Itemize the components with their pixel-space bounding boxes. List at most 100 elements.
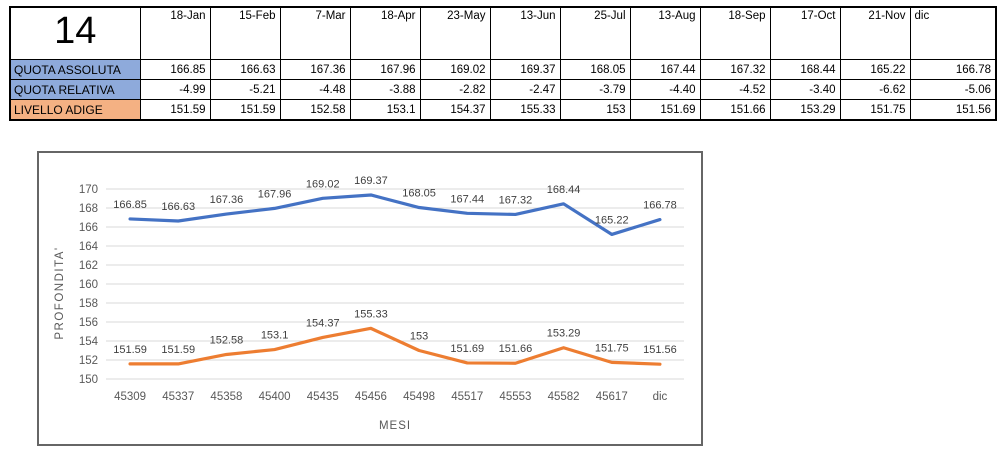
row-label[interactable]: QUOTA RELATIVA	[9, 79, 141, 100]
table-cell[interactable]: -3.40	[769, 79, 841, 100]
table-cell[interactable]: 154.37	[419, 99, 491, 121]
table-cell[interactable]: -5.06	[909, 79, 997, 100]
table-cell[interactable]: -4.52	[699, 79, 771, 100]
table-header-row: 14 18-Jan 15-Feb 7-Mar 18-Apr 23-May 13-Jun 25-…	[9, 6, 997, 60]
table-cell[interactable]: -2.82	[419, 79, 491, 100]
data-label-livello-adige: 151.59	[161, 344, 195, 356]
table-cell[interactable]: 151.56	[909, 99, 997, 121]
table-cell[interactable]: -6.62	[839, 79, 911, 100]
row-label[interactable]: QUOTA ASSOLUTA	[9, 59, 141, 80]
column-header[interactable]: 13-Aug	[629, 6, 701, 60]
table-cell[interactable]: 166.63	[209, 59, 281, 80]
table-cell[interactable]: 167.32	[699, 59, 771, 80]
table-cell[interactable]: -3.88	[349, 79, 421, 100]
column-header[interactable]: 13-Jun	[489, 6, 561, 60]
table-cell[interactable]: 151.75	[839, 99, 911, 121]
column-header[interactable]: 21-Nov	[839, 6, 911, 60]
table-cell[interactable]: -4.40	[629, 79, 701, 100]
data-label-livello-adige: 153	[410, 331, 428, 343]
chart-panel[interactable]: 150 152 154 156 158 160 162 164 166 168 170 45309 45…	[37, 151, 703, 446]
y-tick-label: 152	[79, 355, 98, 367]
table-cell[interactable]: 165.22	[839, 59, 911, 80]
column-header[interactable]: 7-Mar	[279, 6, 351, 60]
column-header[interactable]: 18-Jan	[139, 6, 211, 60]
table-cell[interactable]: 151.69	[629, 99, 701, 121]
series-line-quota-assoluta[interactable]	[128, 193, 662, 237]
data-label-livello-adige: 151.59	[113, 344, 147, 356]
table-cell[interactable]: 167.44	[629, 59, 701, 80]
row-label[interactable]: LIVELLO ADIGE	[9, 99, 141, 121]
x-tick-label: 45498	[403, 391, 435, 403]
data-label-quota-assoluta: 168.44	[547, 184, 581, 196]
table-cell[interactable]: 168.05	[559, 59, 631, 80]
data-label-quota-assoluta: 167.36	[210, 194, 244, 206]
data-label-livello-adige: 151.75	[595, 342, 629, 354]
table-cell[interactable]: -2.47	[489, 79, 561, 100]
table-cell[interactable]: 153	[559, 99, 631, 121]
table-cell[interactable]: -3.79	[559, 79, 631, 100]
table-cell[interactable]: 155.33	[489, 99, 561, 121]
table-cell[interactable]: 153.1	[349, 99, 421, 121]
column-header[interactable]: 17-Oct	[769, 6, 841, 60]
table-cell[interactable]: -4.99	[139, 79, 211, 100]
series-line-livello-adige[interactable]	[128, 326, 662, 366]
data-label-livello-adige: 151.69	[450, 343, 484, 355]
table-cell[interactable]: 166.78	[909, 59, 997, 80]
x-tick-label: 45456	[355, 391, 387, 403]
table-cell[interactable]: 166.85	[139, 59, 211, 80]
data-label-quota-assoluta: 165.22	[595, 214, 629, 226]
table-cell[interactable]: 151.59	[209, 99, 281, 121]
table-cell[interactable]: 168.44	[769, 59, 841, 80]
data-label-quota-assoluta: 169.02	[306, 178, 340, 190]
x-tick-label: 45309	[114, 391, 146, 403]
column-header[interactable]: 18-Apr	[349, 6, 421, 60]
data-label-quota-assoluta: 168.05	[402, 188, 436, 200]
table-cell[interactable]: 151.66	[699, 99, 771, 121]
y-axis-title: PROFONDITA'	[54, 246, 66, 339]
data-label-livello-adige: 152.58	[210, 334, 244, 346]
data-label-quota-assoluta: 167.96	[258, 188, 292, 200]
data-label-quota-assoluta: 166.63	[161, 201, 195, 213]
y-tick-label: 160	[79, 279, 98, 291]
x-tick-label: 45337	[162, 391, 194, 403]
data-label-livello-adige: 153.1	[261, 330, 289, 342]
corner-cell[interactable]: 14	[9, 6, 141, 60]
data-label-livello-adige: 154.37	[306, 317, 340, 329]
y-tick-label: 166	[79, 222, 98, 234]
table-cell[interactable]: 169.37	[489, 59, 561, 80]
y-tick-label: 162	[79, 260, 98, 272]
data-label-livello-adige: 151.66	[499, 343, 533, 355]
table-row: QUOTA ASSOLUTA 166.85 166.63 167.36 167.96 16…	[9, 59, 997, 80]
data-label-quota-assoluta: 167.44	[450, 193, 484, 205]
data-label-livello-adige: 155.33	[354, 308, 388, 320]
table-cell[interactable]: 152.58	[279, 99, 351, 121]
x-tick-label: dic	[653, 391, 668, 403]
column-header[interactable]: 18-Sep	[699, 6, 771, 60]
y-tick-label: 154	[79, 336, 99, 348]
table-body: QUOTA ASSOLUTA 166.85 166.63 167.36 167.96 16…	[9, 59, 997, 121]
x-tick-label: 45435	[307, 391, 339, 403]
y-tick-label: 164	[79, 241, 99, 253]
table-cell[interactable]: -4.48	[279, 79, 351, 100]
data-label-quota-assoluta: 166.85	[113, 199, 147, 211]
table-cell[interactable]: 169.02	[419, 59, 491, 80]
table-cell[interactable]: 167.96	[349, 59, 421, 80]
x-tick-label: 45517	[451, 391, 483, 403]
table-row: LIVELLO ADIGE 151.59 151.59 152.58 153.1 154.…	[9, 99, 997, 121]
column-header[interactable]: 23-May	[419, 6, 491, 60]
y-tick-label: 158	[79, 298, 98, 310]
x-tick-label: 45617	[596, 391, 628, 403]
y-tick-label: 150	[79, 374, 98, 386]
table-cell[interactable]: 151.59	[139, 99, 211, 121]
x-tick-label: 45582	[548, 391, 580, 403]
data-label-quota-assoluta: 167.32	[499, 194, 533, 206]
x-tick-label: 45400	[259, 391, 291, 403]
column-header[interactable]: 15-Feb	[209, 6, 281, 60]
data-label-livello-adige: 153.29	[547, 328, 581, 340]
table-cell[interactable]: 167.36	[279, 59, 351, 80]
table-cell[interactable]: 153.29	[769, 99, 841, 121]
column-header[interactable]: 25-Jul	[559, 6, 631, 60]
column-header[interactable]: dic	[909, 6, 997, 60]
table-cell[interactable]: -5.21	[209, 79, 281, 100]
